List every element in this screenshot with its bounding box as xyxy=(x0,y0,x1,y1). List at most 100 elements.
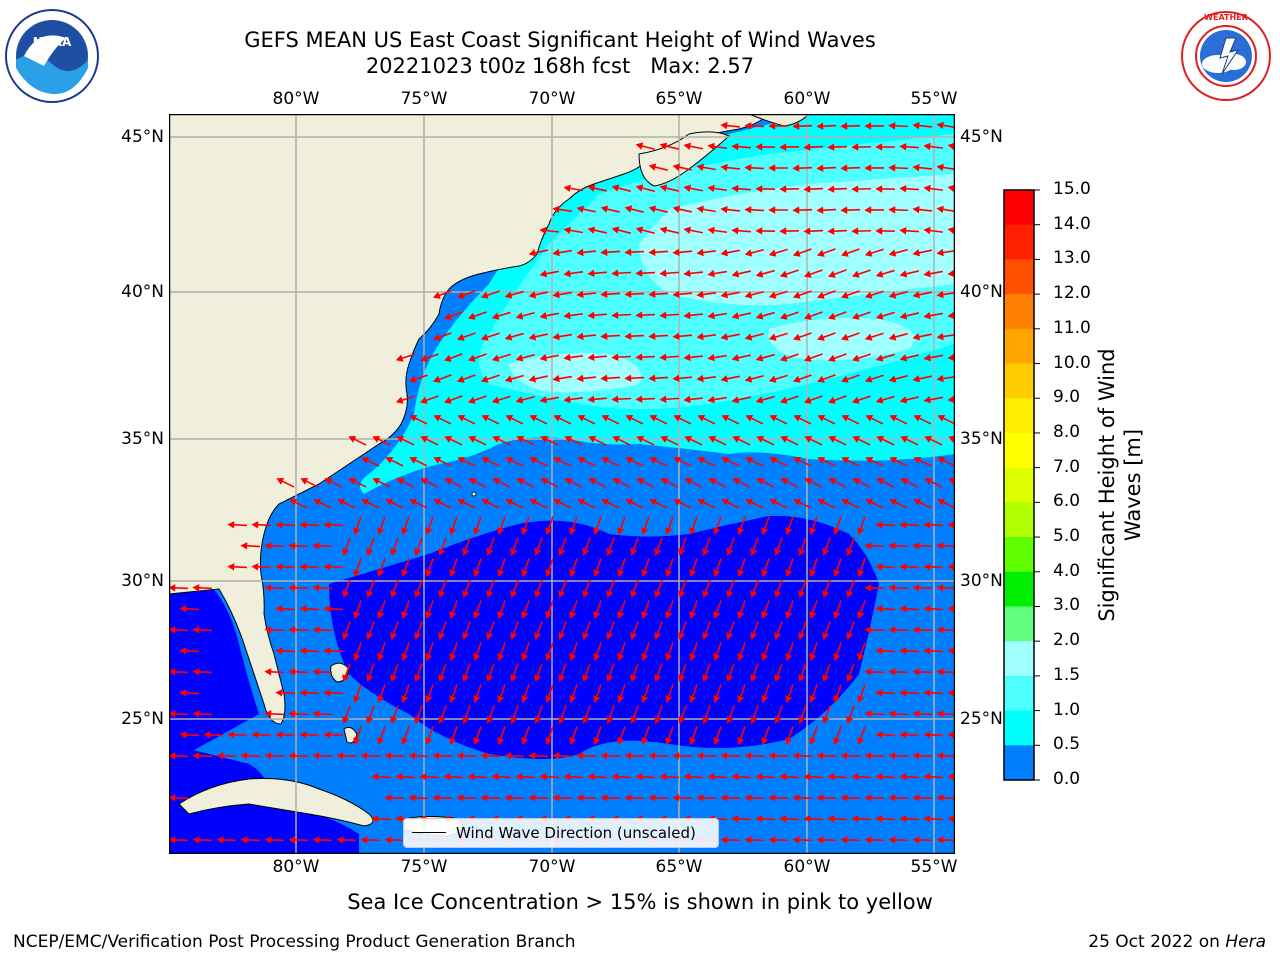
wind-wave-arrowhead xyxy=(696,290,704,299)
wind-wave-arrowhead xyxy=(409,498,418,506)
wind-wave-arrowhead xyxy=(654,590,662,599)
lon-label-bottom: 75°W xyxy=(400,857,448,877)
land-cuba xyxy=(178,777,374,827)
wind-wave-arrowhead xyxy=(841,414,850,422)
wind-wave-arrowhead xyxy=(720,375,728,383)
wind-wave-arrowhead xyxy=(828,435,837,443)
wind-wave-arrowhead xyxy=(936,584,944,592)
wind-wave-arrowhead xyxy=(563,226,571,235)
wind-wave-arrowhead xyxy=(624,248,632,256)
wind-wave-arrowhead xyxy=(288,626,296,634)
wind-wave-arrowhead xyxy=(444,435,453,443)
wind-wave-arrowhead xyxy=(630,632,638,641)
wind-wave-arrowhead xyxy=(486,674,494,683)
wind-wave-arrowhead xyxy=(947,605,955,613)
colorbar-segment xyxy=(1004,641,1034,677)
wind-wave-arrowhead xyxy=(816,164,824,172)
wind-wave-arrowhead xyxy=(827,773,835,781)
wind-wave-arrowhead xyxy=(720,249,728,257)
colorbar-segment xyxy=(1004,745,1034,781)
wind-wave-arrowhead xyxy=(635,353,643,361)
wind-wave-arrowhead xyxy=(521,737,529,746)
wind-wave-arrowhead xyxy=(240,752,248,760)
wind-wave-arrowhead xyxy=(456,794,464,802)
wind-wave-arrowhead xyxy=(689,611,697,620)
wind-wave-arrowhead xyxy=(348,477,357,485)
wind-wave-arrowhead xyxy=(792,375,801,383)
wind-wave-arrowhead xyxy=(792,333,801,341)
wind-wave-arrowhead xyxy=(390,632,398,641)
wind-wave-arrowhead xyxy=(288,710,296,718)
wind-wave-arrowhead xyxy=(809,653,817,662)
wind-wave-arrowhead xyxy=(443,396,452,404)
wind-wave-arrowhead xyxy=(888,122,896,130)
wind-wave-arrowhead xyxy=(888,710,896,718)
wind-wave-arrowhead xyxy=(888,291,897,299)
wind-wave-arrowhead xyxy=(774,632,782,641)
wind-wave-arrowhead xyxy=(737,653,745,662)
wind-wave-arrowhead xyxy=(731,396,740,404)
wind-wave-arrowhead xyxy=(779,354,788,362)
wind-wave-arrowhead xyxy=(923,311,931,320)
wind-wave-arrowhead xyxy=(875,647,883,655)
wind-wave-arrowhead xyxy=(857,527,865,536)
wind-wave-arrowhead xyxy=(696,374,704,383)
wind-wave-arrowhead xyxy=(630,716,638,725)
wind-wave-arrowhead xyxy=(840,164,848,172)
wind-wave-arrowhead xyxy=(798,632,806,641)
wind-wave-arrowhead xyxy=(529,456,538,464)
wind-wave-arrowhead xyxy=(635,269,643,277)
wind-wave-arrowhead xyxy=(889,498,898,506)
wind-wave-arrowhead xyxy=(792,164,800,172)
wind-wave-arrowhead xyxy=(587,773,595,781)
wind-wave-arrowhead xyxy=(702,716,710,725)
wind-wave-arrowhead xyxy=(659,353,667,361)
wind-wave-arrowhead xyxy=(755,143,763,151)
wind-wave-arrowhead xyxy=(468,435,477,443)
wind-wave-arrowhead xyxy=(648,752,656,760)
wind-wave-arrowhead xyxy=(713,527,721,536)
wind-wave-arrowhead xyxy=(371,773,379,781)
wind-wave-arrowhead xyxy=(731,226,739,235)
wind-wave-arrowhead xyxy=(390,716,398,725)
wind-wave-arrowhead xyxy=(456,375,465,383)
wind-wave-arrowhead xyxy=(611,269,619,277)
wind-wave-arrowhead xyxy=(353,611,361,620)
wind-wave-arrowhead xyxy=(774,590,782,599)
wind-wave-arrowhead xyxy=(768,206,776,214)
wind-wave-arrowhead xyxy=(366,548,374,557)
wind-wave-arrowhead xyxy=(611,311,619,319)
wind-wave-arrowhead xyxy=(288,752,296,760)
wind-wave-arrowhead xyxy=(516,477,525,485)
wind-wave-arrowhead xyxy=(576,752,584,760)
wind-wave-arrowhead xyxy=(913,414,922,422)
wind-wave-arrowhead xyxy=(624,332,632,340)
wind-wave-arrowhead xyxy=(611,395,619,403)
wind-wave-arrowhead xyxy=(528,794,536,802)
wind-wave-arrowhead xyxy=(179,689,187,697)
wind-wave-arrowhead xyxy=(401,569,409,578)
wind-wave-arrowhead xyxy=(865,456,874,464)
wind-wave-arrowhead xyxy=(923,815,931,823)
wind-wave-arrowhead xyxy=(755,773,763,781)
wind-wave-arrowhead xyxy=(534,632,542,641)
wind-wave-arrowhead xyxy=(857,611,865,620)
wind-wave-arrowhead xyxy=(923,353,931,362)
wind-wave-arrowhead xyxy=(372,435,381,443)
wind-wave-arrowhead xyxy=(504,291,513,299)
wind-wave-arrowhead xyxy=(553,498,562,506)
wind-wave-arrowhead xyxy=(486,716,494,725)
wind-wave-arrowhead xyxy=(545,611,553,620)
wind-wave-arrowhead xyxy=(707,773,715,781)
wind-wave-arrowhead xyxy=(625,498,634,506)
wind-wave-arrowhead xyxy=(593,737,601,746)
wind-wave-arrowhead xyxy=(744,291,753,299)
wind-wave-arrowhead xyxy=(798,590,806,599)
wind-wave-arrowhead xyxy=(625,414,634,422)
wind-wave-arrowhead xyxy=(947,269,955,278)
wind-wave-arrowhead xyxy=(678,632,686,641)
wind-wave-arrowhead xyxy=(377,653,385,662)
wind-wave-arrowhead xyxy=(401,737,409,746)
wind-wave-arrowhead xyxy=(936,163,944,172)
wind-wave-arrowhead xyxy=(852,477,861,485)
